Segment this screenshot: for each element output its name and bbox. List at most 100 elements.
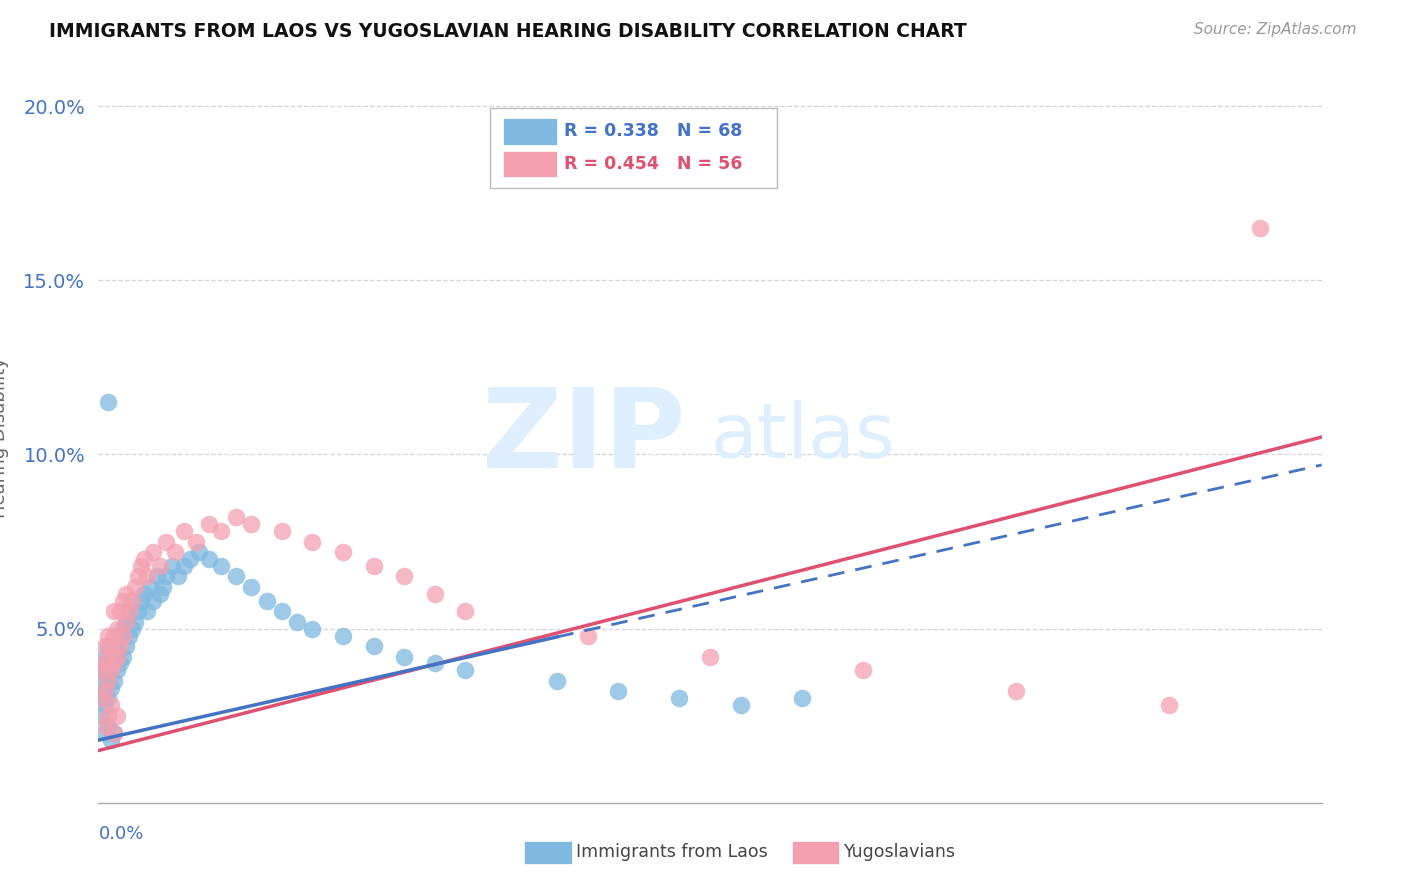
Point <box>546 673 568 688</box>
Point <box>127 569 149 583</box>
Text: Immigrants from Laos: Immigrants from Laos <box>576 843 768 861</box>
Point <box>173 558 195 573</box>
Point <box>97 649 120 664</box>
Point <box>93 684 115 698</box>
Point <box>115 615 138 629</box>
Point <box>97 639 120 653</box>
Point <box>93 664 115 678</box>
Point <box>197 517 219 532</box>
Point <box>108 604 131 618</box>
Point <box>197 552 219 566</box>
Point <box>93 726 115 740</box>
Point <box>111 629 134 643</box>
Point <box>790 691 813 706</box>
Point <box>163 545 186 559</box>
Point <box>134 587 156 601</box>
Point <box>129 558 152 573</box>
Point <box>256 594 278 608</box>
Text: R = 0.338   N = 68: R = 0.338 N = 68 <box>564 122 742 140</box>
Point <box>668 691 690 706</box>
Point <box>149 587 172 601</box>
Point <box>97 673 120 688</box>
Point <box>454 604 477 618</box>
Point <box>423 657 446 671</box>
Point <box>179 552 201 566</box>
Point <box>111 649 134 664</box>
Point <box>97 719 120 733</box>
Point <box>392 649 416 664</box>
Point <box>139 580 162 594</box>
Point <box>111 622 134 636</box>
Point <box>225 569 247 583</box>
Point <box>103 639 125 653</box>
Point <box>270 604 292 618</box>
Point <box>111 594 134 608</box>
Point <box>93 649 115 664</box>
Text: atlas: atlas <box>710 401 894 474</box>
Point <box>118 604 141 618</box>
Point <box>90 673 112 688</box>
Point <box>93 684 115 698</box>
Point <box>97 691 120 706</box>
Point <box>145 569 167 583</box>
Point <box>730 698 752 713</box>
Point <box>90 708 112 723</box>
Point <box>108 639 131 653</box>
Point <box>100 664 122 678</box>
Point <box>100 733 122 747</box>
FancyBboxPatch shape <box>503 151 557 178</box>
Point <box>103 726 125 740</box>
Point <box>115 587 138 601</box>
Point <box>100 639 122 653</box>
Point <box>93 657 115 671</box>
Point <box>852 664 875 678</box>
Point <box>423 587 446 601</box>
Point <box>363 558 385 573</box>
Point <box>103 726 125 740</box>
Point <box>97 395 120 409</box>
Point <box>454 664 477 678</box>
Point <box>332 629 354 643</box>
Point <box>108 657 131 671</box>
Point <box>105 622 128 636</box>
Point <box>90 664 112 678</box>
Point <box>607 684 630 698</box>
Point <box>118 629 141 643</box>
Text: R = 0.454   N = 56: R = 0.454 N = 56 <box>564 155 742 173</box>
Point <box>301 622 323 636</box>
Point <box>105 649 128 664</box>
Point <box>363 639 385 653</box>
Point <box>90 691 112 706</box>
Point <box>149 558 172 573</box>
Point <box>93 698 115 713</box>
Text: Yugoslavians: Yugoslavians <box>844 843 956 861</box>
Point <box>105 646 128 660</box>
Point <box>105 708 128 723</box>
Point <box>97 629 120 643</box>
Point <box>115 615 138 629</box>
Point <box>136 604 159 618</box>
Point <box>332 545 354 559</box>
Point <box>100 698 122 713</box>
Point <box>115 639 138 653</box>
Point <box>103 604 125 618</box>
Point <box>1157 698 1180 713</box>
Point <box>155 534 177 549</box>
Text: 0.0%: 0.0% <box>98 825 143 843</box>
Point <box>129 594 152 608</box>
Text: ZIP: ZIP <box>482 384 686 491</box>
Point <box>152 580 174 594</box>
Point <box>103 673 125 688</box>
Point <box>93 639 115 653</box>
Point <box>167 569 190 583</box>
FancyBboxPatch shape <box>503 118 557 145</box>
Point <box>100 646 122 660</box>
Point <box>699 649 721 664</box>
Point <box>173 524 195 538</box>
Point <box>270 524 292 538</box>
Point <box>209 524 232 538</box>
Point <box>1004 684 1026 698</box>
Point <box>90 691 112 706</box>
Point <box>136 569 159 583</box>
Point <box>127 604 149 618</box>
